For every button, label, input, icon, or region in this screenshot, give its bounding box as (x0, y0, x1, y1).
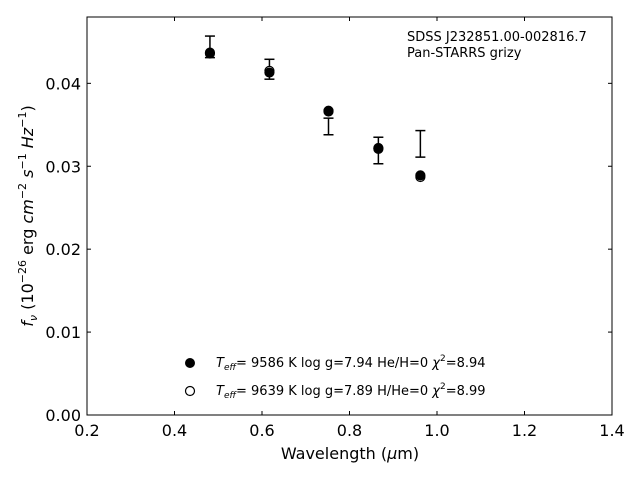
x-axis-label: Wavelength (μm) (281, 444, 419, 463)
x-tick-label: 0.2 (74, 421, 99, 440)
legend-entry-2: Teff= 9639 K log g=7.89 H/He=0 χ2=8.99 (216, 382, 486, 401)
legend: Teff= 9586 K log g=7.94 He/H=0 χ2=8.94 T… (184, 354, 486, 401)
model-point-filled (323, 105, 334, 116)
y-tick-label: 0.00 (45, 406, 81, 425)
annotation-line-2: Pan-STARRS grizy (407, 46, 522, 61)
y-tick-label: 0.04 (45, 74, 81, 93)
x-tick-label: 1.0 (424, 421, 449, 440)
x-tick-label: 0.8 (337, 421, 362, 440)
errorbar (415, 129, 426, 158)
y-tick-label: 0.01 (45, 323, 81, 342)
model-point-filled (373, 142, 384, 154)
observed-errorbars (204, 35, 426, 165)
axis-ticks: 0.2 0.4 0.6 0.8 1.0 1.2 1.4 0.00 0.01 0.02 0.03 0.0… (45, 17, 625, 440)
errorbar (323, 117, 334, 136)
x-tick-label: 1.2 (512, 421, 537, 440)
legend-entry-1: Teff= 9586 K log g=7.94 He/H=0 χ2=8.94 (216, 354, 486, 373)
model-point-filled (264, 67, 275, 78)
annotation-line-1: SDSS J232851.00-002816.7 (407, 30, 587, 45)
y-axis-label: fν (10−26 erg cm−2 s−1 Hz−1) (16, 105, 40, 326)
model-markers (204, 47, 426, 183)
legend-marker-open (184, 385, 196, 397)
x-tick-label: 0.6 (249, 421, 274, 440)
model-point-filled (204, 47, 216, 58)
plot-frame (86, 16, 613, 416)
model-point-filled (415, 170, 426, 181)
legend-marker-filled (185, 358, 195, 368)
y-tick-label: 0.03 (45, 157, 81, 176)
x-tick-label: 1.4 (599, 421, 624, 440)
y-tick-label: 0.02 (45, 240, 81, 259)
x-tick-label: 0.4 (162, 421, 187, 440)
